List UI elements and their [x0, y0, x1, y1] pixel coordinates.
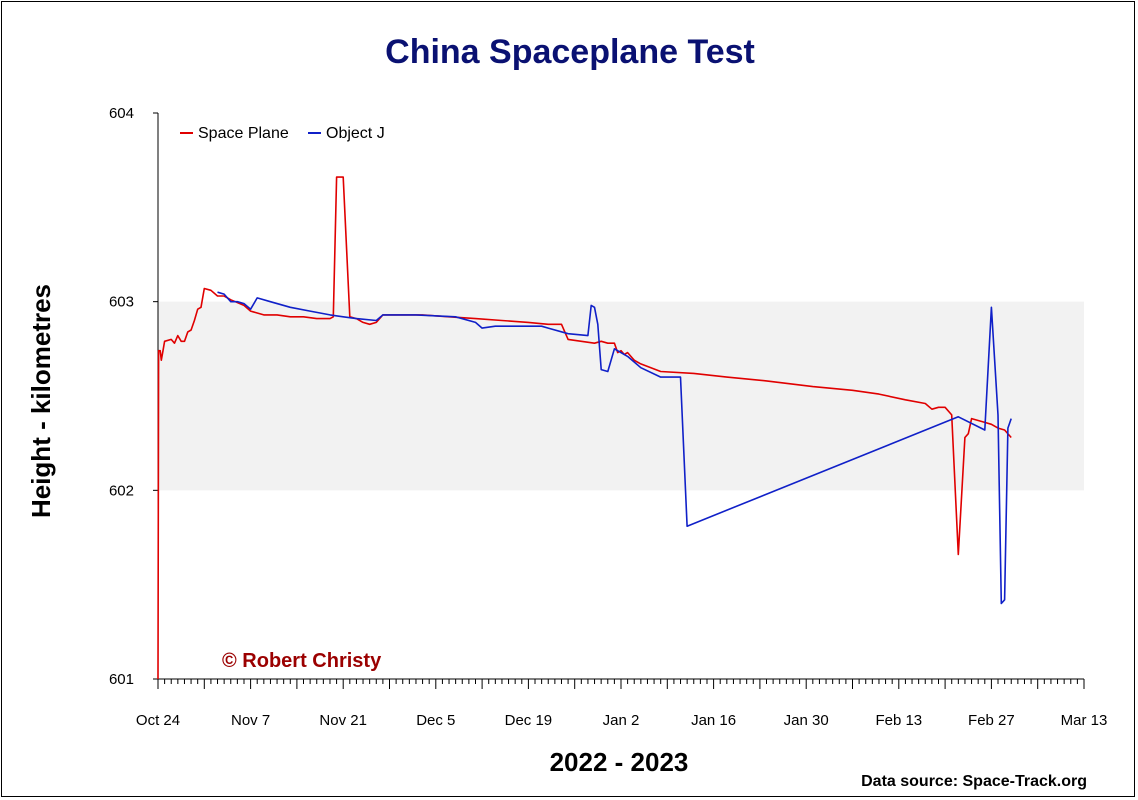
copyright-annotation: © Robert Christy	[222, 650, 382, 672]
x-tick-label: Feb 13	[875, 712, 922, 729]
x-tick-labels: Oct 24 Nov 7 Nov 21 Dec 5 Dec 19 Jan 2 Jan 16 J…	[136, 712, 1107, 729]
chart-title: China Spaceplane Test	[385, 33, 755, 71]
x-tick-label: Dec 5	[416, 712, 455, 729]
x-tick-label: Nov 21	[319, 712, 367, 729]
x-tick-label: Feb 27	[968, 712, 1015, 729]
y-tick-label: 603	[109, 294, 134, 311]
x-tick-label: Mar 13	[1061, 712, 1108, 729]
legend-label-object-j: Object J	[326, 125, 385, 142]
y-tick-label: 604	[109, 105, 134, 122]
x-tick-label: Jan 2	[603, 712, 640, 729]
grey-band	[158, 301, 1084, 491]
legend-label-space-plane: Space Plane	[198, 125, 289, 142]
x-axis-label: 2022 - 2023	[550, 747, 689, 777]
y-axis-label: Height - kilometres	[26, 284, 56, 518]
data-source-note: Data source: Space-Track.org	[861, 773, 1087, 790]
y-tick-label: 601	[109, 671, 134, 688]
x-tick-label: Jan 16	[691, 712, 736, 729]
legend: Space Plane Object J	[180, 125, 385, 142]
x-tick-label: Nov 7	[231, 712, 270, 729]
x-tick-label: Dec 19	[505, 712, 553, 729]
series-layer	[157, 176, 1012, 680]
series-line-object-j	[217, 291, 1012, 605]
x-tick-label: Oct 24	[136, 712, 180, 729]
y-tick-label: 602	[109, 482, 134, 499]
x-tick-label: Jan 30	[784, 712, 829, 729]
y-tick-labels: 601 602 603 604	[109, 105, 134, 688]
axes	[153, 112, 1085, 689]
